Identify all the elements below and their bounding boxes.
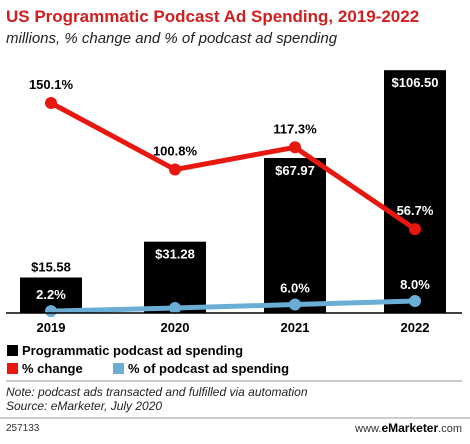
logo-brand: eMarketer: [381, 421, 438, 435]
chart-title: US Programmatic Podcast Ad Spending, 201…: [6, 7, 419, 26]
line-pct-share: [48, 298, 418, 314]
bar-label-2021: $67.97: [275, 163, 315, 178]
point-pct-change-2020: [169, 163, 181, 176]
legend: Programmatic podcast ad spending % chang…: [7, 343, 289, 376]
point-pct-change-2021: [289, 141, 301, 154]
legend-swatch-spending: [7, 345, 18, 356]
bar-label-2019: $15.58: [31, 259, 71, 274]
bar-label-2020: $31.28: [155, 247, 195, 262]
legend-label-pct-change: % change: [22, 361, 83, 376]
label-pct-change-2021: 117.3%: [273, 121, 317, 136]
plot-area: $15.58 $31.28 $67.97 $106.50 150.1% 100.8% 117…: [20, 70, 446, 335]
legend-label-pct-share: % of podcast ad spending: [128, 361, 289, 376]
chart-subtitle: millions, % change and % of podcast ad s…: [6, 30, 338, 47]
x-tick-label-2021: 2021: [281, 320, 310, 335]
label-pct-change-2020: 100.8%: [153, 144, 198, 159]
bar-2022: [384, 70, 446, 314]
logo-prefix: www.: [354, 423, 381, 435]
label-pct-share-2021: 6.0%: [280, 281, 310, 296]
point-pct-share-2022: [409, 295, 421, 307]
footer-source: Source: eMarketer, July 2020: [6, 399, 162, 413]
footer-note: Note: podcast ads transacted and fulfill…: [6, 385, 308, 399]
logo-suffix: .com: [438, 423, 462, 435]
bar-label-2022: $106.50: [392, 75, 439, 90]
legend-swatch-pct-share: [113, 363, 124, 374]
label-pct-share-2020: 4.0%: [160, 284, 190, 299]
legend-label-spending: Programmatic podcast ad spending: [22, 343, 243, 358]
point-pct-share-2021: [289, 298, 301, 311]
point-pct-share-2019: [45, 305, 57, 318]
label-pct-change-2022: 56.7%: [397, 203, 434, 218]
bar-2021: [264, 158, 326, 313]
chart-id: 257133: [6, 423, 40, 434]
emarketer-logo: www.eMarketer.com: [354, 421, 462, 435]
point-pct-change-2019: [45, 97, 57, 109]
label-pct-share-2022: 8.0%: [400, 277, 430, 292]
line-pct-change: [48, 100, 418, 232]
label-pct-share-2019: 2.2%: [36, 287, 66, 302]
point-pct-share-2020: [169, 302, 181, 314]
x-tick-label-2020: 2020: [161, 320, 190, 335]
point-pct-change-2022: [409, 223, 421, 236]
legend-swatch-pct-change: [7, 363, 18, 374]
label-pct-change-2019: 150.1%: [29, 77, 74, 92]
x-tick-label-2019: 2019: [37, 320, 66, 335]
bar-2020: [144, 241, 206, 313]
x-tick-label-2022: 2022: [401, 320, 430, 335]
